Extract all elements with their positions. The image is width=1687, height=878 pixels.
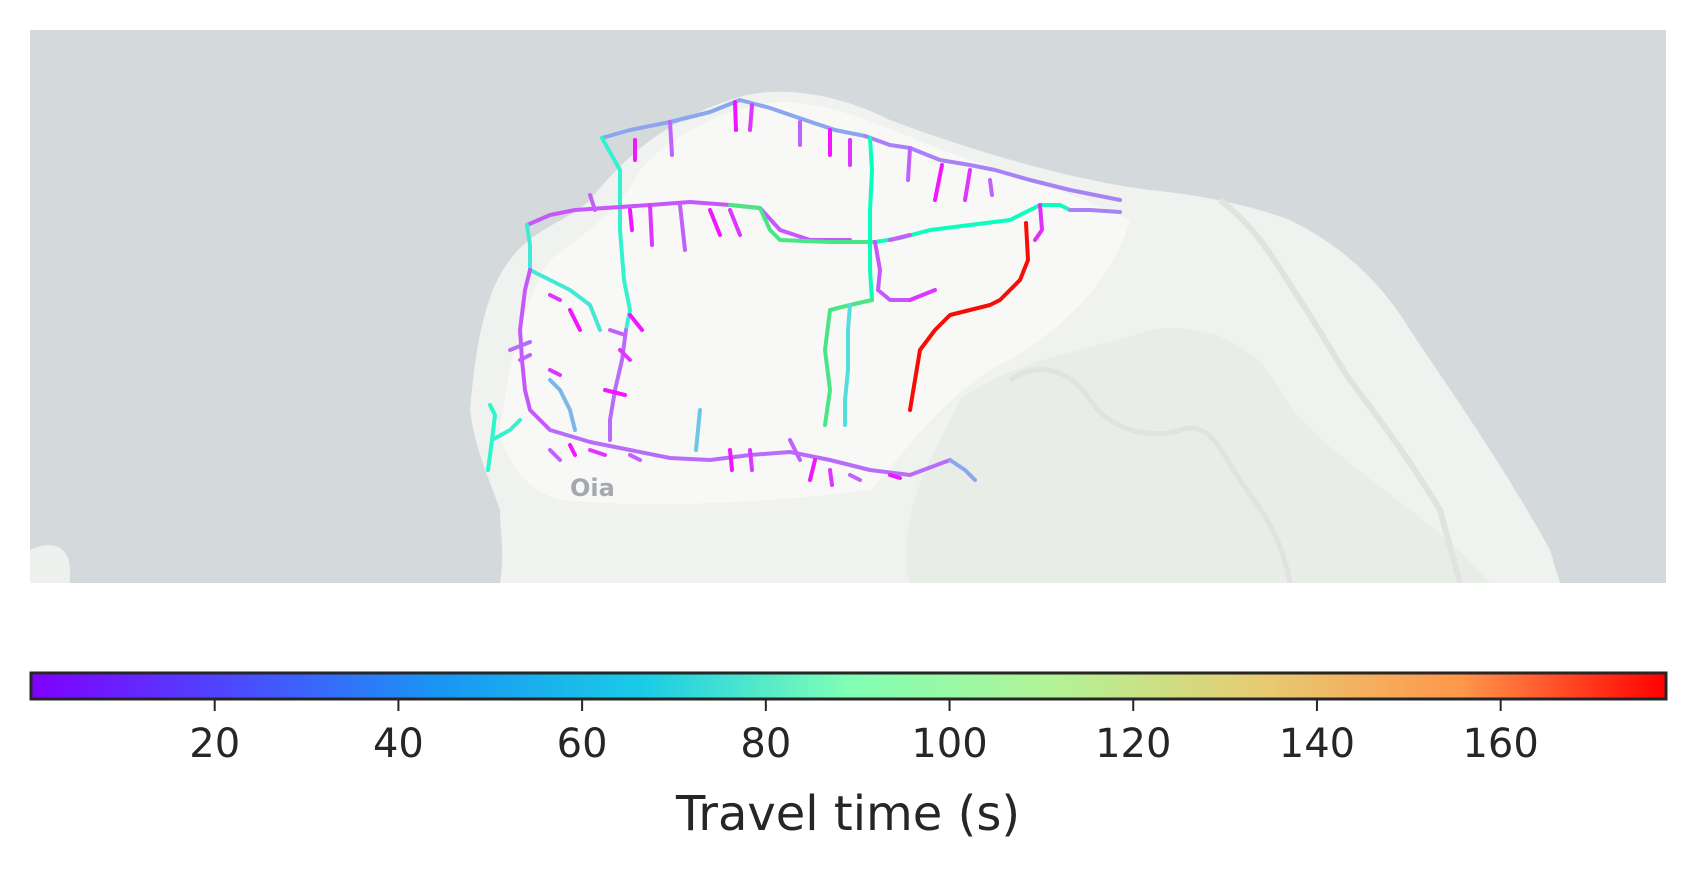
road-segment xyxy=(788,438,802,462)
road-segment xyxy=(588,193,597,212)
colorbar-title: Travel time (s) xyxy=(675,786,1020,842)
coastal-road xyxy=(1218,197,1463,584)
road-segment xyxy=(668,120,674,157)
vegetation-area xyxy=(906,328,1490,583)
road-segment xyxy=(600,98,867,140)
road-segment xyxy=(603,388,627,397)
road-segment xyxy=(525,200,852,242)
colorbar-tick-label: 80 xyxy=(740,721,791,767)
map-panel: Oia xyxy=(30,30,1666,584)
road-segment xyxy=(863,134,1122,202)
map-canvas: Oia xyxy=(30,30,1666,584)
colorbar-tick-label: 20 xyxy=(189,721,240,767)
road-segment xyxy=(490,418,522,442)
road-segment xyxy=(906,146,912,182)
road-segment xyxy=(748,448,754,472)
road-segment xyxy=(888,473,902,480)
road-segment xyxy=(486,403,497,472)
road-segment xyxy=(868,136,874,302)
colorbar-tick-label: 160 xyxy=(1462,721,1538,767)
road-segment xyxy=(728,448,734,472)
island-outline-south xyxy=(30,545,70,583)
road-segment xyxy=(828,468,834,487)
road-segment xyxy=(548,368,562,377)
road-segment xyxy=(1033,203,1044,242)
road-segment xyxy=(728,208,742,237)
road-segment xyxy=(508,340,532,352)
road-segment xyxy=(908,288,937,302)
road-segment xyxy=(628,453,642,462)
road-network xyxy=(486,98,1122,487)
inland-road xyxy=(1008,367,1293,584)
road-segment xyxy=(808,458,817,482)
road-segment xyxy=(678,203,687,252)
colorbar-tick-label: 100 xyxy=(911,721,987,767)
road-segment xyxy=(948,458,977,482)
road-segment xyxy=(568,443,577,457)
road-segment xyxy=(518,353,532,362)
road-segment xyxy=(748,103,754,132)
road-segment xyxy=(1068,208,1122,214)
colorbar-tick-label: 40 xyxy=(373,721,424,767)
road-segment xyxy=(933,163,944,202)
road-segment xyxy=(848,473,862,482)
road-segment xyxy=(608,328,627,337)
colorbar-ticks: 20 40 60 80 100 120 140 160 xyxy=(189,699,1539,767)
colorbar-tick-label: 140 xyxy=(1279,721,1355,767)
road-segment xyxy=(618,348,632,362)
colorbar-tick-label: 60 xyxy=(557,721,608,767)
road-segment xyxy=(888,233,912,242)
road-segment xyxy=(648,203,654,247)
place-label-oia: Oia xyxy=(570,474,615,502)
road-segment xyxy=(548,293,562,302)
road-segment xyxy=(708,208,722,237)
road-segment xyxy=(694,408,702,452)
road-segment xyxy=(728,203,877,244)
road-segment xyxy=(823,298,874,427)
road-segment xyxy=(525,223,602,332)
road-segment xyxy=(733,100,738,132)
road-segment xyxy=(908,221,1030,412)
road-segment xyxy=(588,448,607,457)
colorbar-tick-label: 120 xyxy=(1095,721,1171,767)
road-segment xyxy=(628,208,634,232)
road-segment xyxy=(548,448,562,462)
road-segment xyxy=(628,313,644,332)
colorbar-panel: 20 40 60 80 100 120 140 160 Travel time (s) xyxy=(0,660,1687,874)
road-segment xyxy=(548,378,577,432)
colorbar-gradient xyxy=(29,671,1668,701)
road-segment xyxy=(608,328,628,442)
road-segment xyxy=(963,168,972,202)
road-segment xyxy=(873,240,912,302)
colorbar: 20 40 60 80 100 120 140 160 Travel time (s) xyxy=(29,671,1668,842)
road-segment xyxy=(568,308,582,332)
road-segment xyxy=(988,178,994,197)
road-segment xyxy=(843,303,852,427)
